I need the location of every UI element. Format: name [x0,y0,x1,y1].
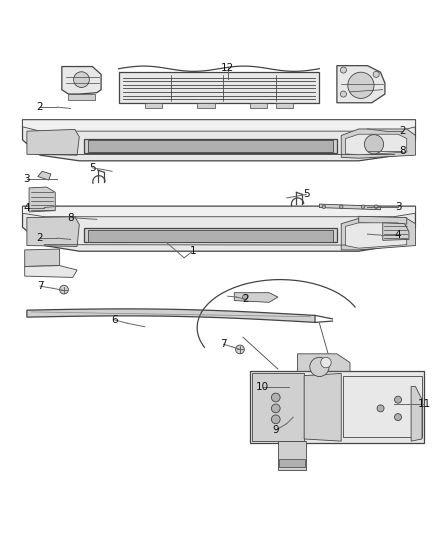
Bar [250,372,424,443]
Polygon shape [25,265,77,277]
Circle shape [377,405,384,412]
Polygon shape [29,187,55,212]
Circle shape [243,294,248,300]
Text: 9: 9 [272,425,279,435]
Bar [145,103,162,108]
Polygon shape [341,219,416,250]
Bar [84,228,337,243]
Text: 3: 3 [24,174,30,184]
Bar [279,458,305,467]
Polygon shape [25,249,60,266]
Text: 2: 2 [37,233,43,243]
Text: 7: 7 [37,281,43,291]
Circle shape [272,393,280,402]
Text: 4: 4 [395,230,401,240]
Text: 12: 12 [221,63,234,73]
Bar [88,140,332,152]
Bar [68,94,95,100]
Bar [278,441,306,470]
Polygon shape [383,223,409,240]
Circle shape [340,67,346,73]
Polygon shape [341,129,416,158]
Polygon shape [359,216,407,224]
Polygon shape [22,120,416,161]
Bar [119,72,319,103]
Circle shape [395,414,402,421]
Polygon shape [38,171,51,180]
Polygon shape [411,386,422,441]
Circle shape [340,91,346,97]
Circle shape [310,357,329,376]
Text: 4: 4 [24,203,30,213]
Circle shape [348,72,374,99]
Polygon shape [27,217,79,246]
Text: 3: 3 [395,201,401,212]
Circle shape [373,71,379,77]
Polygon shape [27,130,79,155]
Polygon shape [346,223,407,248]
Text: 5: 5 [89,163,95,173]
Circle shape [272,415,280,424]
Circle shape [60,285,68,294]
Polygon shape [346,134,407,155]
Text: 1: 1 [190,246,196,256]
Polygon shape [234,293,278,302]
Polygon shape [27,309,315,322]
Bar [252,374,304,441]
Circle shape [272,404,280,413]
Bar [84,139,337,153]
Text: 8: 8 [67,213,74,223]
Text: 6: 6 [111,315,117,325]
Polygon shape [62,67,101,94]
Polygon shape [319,204,381,210]
Circle shape [74,72,89,87]
Circle shape [361,205,365,208]
Bar [343,376,422,437]
Text: 5: 5 [303,189,310,199]
Circle shape [236,345,244,354]
Circle shape [374,205,378,208]
Text: 7: 7 [220,339,227,349]
Circle shape [322,205,325,208]
Polygon shape [337,66,385,103]
Polygon shape [22,206,416,251]
Bar [250,103,267,108]
Polygon shape [297,354,350,372]
Circle shape [321,357,331,368]
Text: 8: 8 [399,146,406,156]
Bar [197,103,215,108]
Polygon shape [304,374,341,441]
Text: 2: 2 [399,126,406,136]
Text: 2: 2 [37,102,43,112]
Polygon shape [22,206,416,217]
Bar [88,230,332,241]
Circle shape [395,396,402,403]
Text: 10: 10 [256,382,269,392]
Bar [276,103,293,108]
Circle shape [364,135,384,154]
Text: 2: 2 [242,294,248,304]
Text: 11: 11 [417,399,431,409]
Circle shape [339,205,343,208]
Polygon shape [22,120,416,131]
